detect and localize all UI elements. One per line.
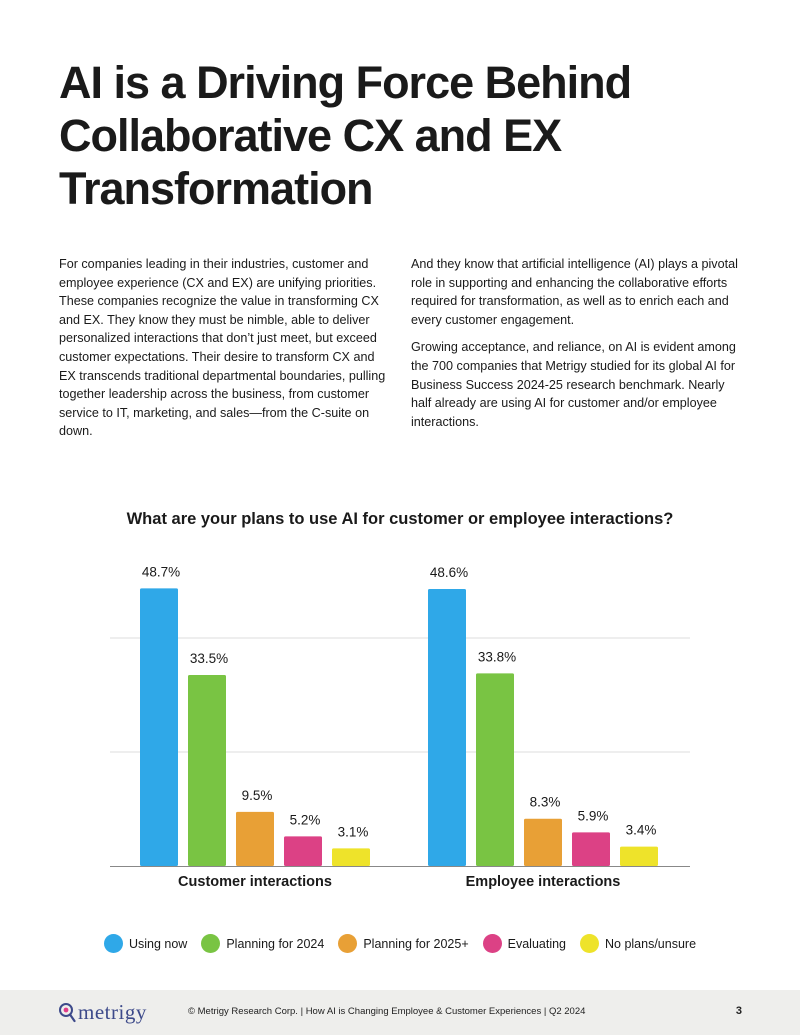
data-label-planning-for-2024-2: 33.8% [478, 649, 516, 664]
legend-swatch-planning-for-2025 [338, 934, 358, 953]
category-label-1: Customer interactions [178, 874, 332, 890]
chart-title: What are your plans to use AI for custom… [126, 510, 674, 528]
legend-swatch-planning-for-2024 [201, 934, 221, 953]
intro-paragraph: For companies leading in their industrie… [59, 257, 386, 439]
legend-item-using-now: Using now [103, 934, 188, 953]
legend-item-planning-for-2024: Planning for 2024 [201, 934, 324, 953]
legend-item-planning-for-2025: Planning for 2025+ [338, 934, 469, 953]
bar-using-now-1 [140, 588, 178, 866]
magnifier-logo-icon [59, 1002, 76, 1022]
data-label-no-plans-unsure-1: 3.1% [338, 824, 369, 839]
legend-swatch-no-plans-unsure [580, 934, 599, 953]
data-label-evaluating-2: 5.9% [578, 808, 609, 823]
data-label-using-now-2: 48.6% [430, 565, 468, 580]
footer-credit: © Metrigy Research Corp. | How AI is Cha… [188, 1006, 586, 1017]
bar-planning-for-2024-1 [188, 675, 226, 866]
ai-role-paragraph: And they know that artificial intelligen… [411, 257, 738, 327]
legend-item-evaluating: Evaluating [482, 934, 566, 953]
bar-planning-for-2025-1 [236, 811, 274, 866]
body-column-left: For companies leading in their industrie… [59, 255, 394, 450]
bar-evaluating-2 [572, 832, 610, 866]
legend-label-evaluating: Evaluating [507, 936, 566, 951]
category-label-2: Employee interactions [466, 874, 621, 890]
bar-no-plans-unsure-2 [620, 846, 658, 866]
bar-planning-for-2025-2 [524, 818, 562, 866]
body-column-right: And they know that artificial intelligen… [411, 255, 746, 440]
legend-label-planning-for-2025: Planning for 2025+ [363, 936, 469, 951]
data-label-no-plans-unsure-2: 3.4% [626, 823, 657, 838]
bar-using-now-2 [428, 588, 466, 866]
data-label-using-now-1: 48.7% [142, 564, 180, 579]
bar-chart: 48.7% 33.5% 9.5% 5.2% 3.1% Customer interacti… [110, 564, 690, 890]
legend-label-planning-for-2024: Planning for 2024 [226, 936, 325, 951]
data-label-planning-for-2024-1: 33.5% [190, 651, 228, 666]
page-number: 3 [735, 1005, 742, 1017]
data-label-evaluating-1: 5.2% [290, 812, 321, 827]
legend-label-using-now: Using now [128, 936, 188, 951]
data-label-planning-for-2025-1: 9.5% [242, 788, 273, 803]
ai-adoption-paragraph: Growing acceptance, and reliance, on AI … [411, 340, 736, 429]
page-footer: metrigy © Metrigy Research Corp. | How A… [0, 990, 800, 1035]
page-title: AI is a Driving Force Behind Collaborati… [59, 57, 632, 214]
bar-no-plans-unsure-1 [332, 848, 370, 866]
legend-item-no-plans-unsure: No plans/unsure [580, 934, 696, 953]
data-label-planning-for-2025-2: 8.3% [530, 795, 561, 810]
chart-legend: Using now Planning for 2024 Planning for 2… [0, 934, 800, 953]
bar-evaluating-1 [284, 836, 322, 866]
bar-planning-for-2024-2 [476, 673, 514, 866]
metrigy-logo: metrigy [58, 1000, 147, 1025]
legend-label-no-plans-unsure: No plans/unsure [605, 936, 697, 951]
legend-swatch-evaluating [482, 934, 502, 953]
logo-wordmark: metrigy [78, 1000, 147, 1024]
legend-swatch-using-now [103, 934, 123, 953]
